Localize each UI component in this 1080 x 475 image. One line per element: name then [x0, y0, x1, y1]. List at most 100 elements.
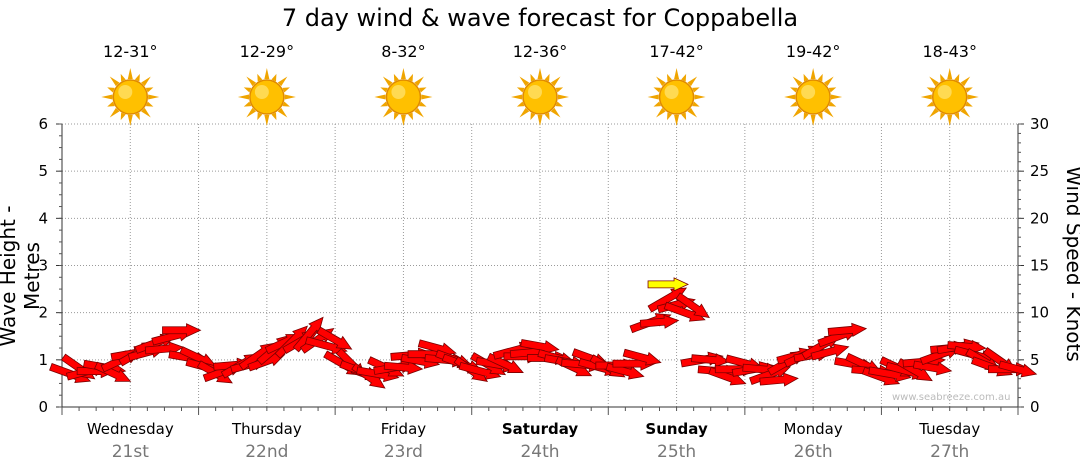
sun-ray	[418, 87, 427, 93]
sun-ray	[940, 73, 946, 82]
sun-highlight	[254, 85, 269, 99]
sun-ray	[414, 76, 424, 87]
sun-ray	[550, 76, 561, 87]
wind-arrow-icon	[947, 339, 987, 355]
sun-highlight	[118, 85, 133, 99]
sun-ray	[380, 101, 388, 107]
y-left-tick-label: 1	[38, 351, 48, 369]
sun-ray	[134, 112, 140, 121]
sun-ray	[120, 73, 126, 82]
sun-ray	[817, 112, 823, 121]
day-name: Thursday	[231, 420, 302, 438]
sun-icon	[101, 68, 160, 126]
sun-ray	[400, 68, 406, 80]
day-name: Saturday	[501, 420, 579, 438]
sun-icon	[237, 68, 296, 126]
day-temp: 19-42°	[785, 42, 841, 61]
sun-ray	[965, 87, 973, 93]
sun-ray	[393, 112, 399, 121]
day-date: 23rd	[383, 442, 423, 462]
sun-disc	[931, 79, 968, 115]
sun-ray	[414, 107, 424, 118]
sun-disc	[795, 79, 831, 115]
sun-ray	[382, 107, 393, 118]
wind-arrow-icon	[663, 301, 706, 322]
sun-ray	[530, 112, 536, 121]
day-temp: 17-42°	[649, 42, 704, 61]
sun-ray	[107, 101, 115, 107]
sun-ray	[282, 101, 290, 107]
sun-ray	[519, 76, 530, 87]
sun-icon	[647, 68, 706, 126]
day-temp: 12-31°	[103, 42, 158, 61]
y-right-tick-label: 30	[1030, 115, 1049, 133]
sun-ray	[141, 107, 151, 118]
max-wind-arrow-icon	[647, 277, 689, 292]
sun-ray	[109, 76, 120, 87]
sun-ray	[960, 107, 971, 118]
wind-arrow-icon	[827, 322, 868, 337]
sun-highlight	[801, 85, 816, 99]
day-name: Sunday	[645, 420, 708, 438]
sun-highlight	[664, 85, 679, 99]
sun-ray	[656, 76, 666, 87]
sun-ray	[145, 101, 154, 107]
sun-ray	[653, 87, 662, 93]
sun-ray	[926, 87, 935, 93]
sun-ray	[692, 101, 700, 107]
sun-ray	[530, 73, 536, 82]
sun-ray	[674, 68, 680, 80]
wind-arrow-icon	[810, 343, 850, 361]
sun-ray	[694, 94, 706, 100]
sun-ray	[954, 73, 960, 82]
sun-ray	[537, 68, 543, 80]
sun-icon	[511, 68, 569, 126]
sun-icons	[101, 68, 979, 126]
wind-arrow-icon	[691, 353, 731, 368]
sun-ray	[141, 76, 151, 87]
sun-ray	[823, 107, 834, 118]
sun-ray	[511, 94, 523, 100]
sun-highlight	[528, 85, 542, 99]
sun-ray	[109, 107, 120, 118]
wind-arrow-icon	[675, 292, 710, 319]
sun-ray	[421, 94, 433, 100]
sun-ray	[647, 94, 659, 100]
sun-ray	[792, 76, 803, 87]
sun-ray	[380, 87, 388, 93]
sun-icon	[920, 68, 979, 126]
sun-ray	[277, 76, 288, 87]
chart-title: 7 day wind & wave forecast for Coppabell…	[281, 4, 799, 32]
y-right-tick-label: 10	[1030, 304, 1049, 322]
sun-ray	[929, 107, 939, 118]
wind-arrow-icon	[622, 348, 662, 366]
sun-ray	[920, 94, 932, 100]
sun-ray	[400, 114, 406, 126]
wind-arrow-icon	[998, 360, 1038, 378]
sun-ray	[817, 73, 823, 82]
day-temp: 12-29°	[239, 42, 295, 61]
wind-arrow-icon	[316, 326, 353, 350]
sun-ray	[246, 107, 257, 118]
sun-ray	[134, 73, 140, 82]
sun-ray	[145, 87, 154, 93]
y-right-tick-label: 5	[1030, 351, 1040, 369]
sun-ray	[667, 73, 673, 82]
sun-ray	[667, 112, 673, 121]
sun-ray	[237, 94, 250, 100]
day-name: Monday	[783, 420, 843, 438]
sun-ray	[555, 87, 564, 93]
sun-ray	[947, 114, 953, 126]
sun-ray	[940, 112, 946, 121]
y-left-tick-label: 0	[38, 398, 48, 416]
y-right-tick-label: 25	[1030, 162, 1049, 180]
sun-ray	[246, 76, 257, 87]
wind-arrow-icon	[520, 339, 560, 355]
sun-ray	[282, 87, 290, 93]
day-date: 25th	[657, 442, 697, 462]
sun-ray	[519, 107, 530, 118]
sun-ray	[929, 76, 939, 87]
sun-ray	[687, 107, 698, 118]
sun-ray	[810, 114, 816, 126]
